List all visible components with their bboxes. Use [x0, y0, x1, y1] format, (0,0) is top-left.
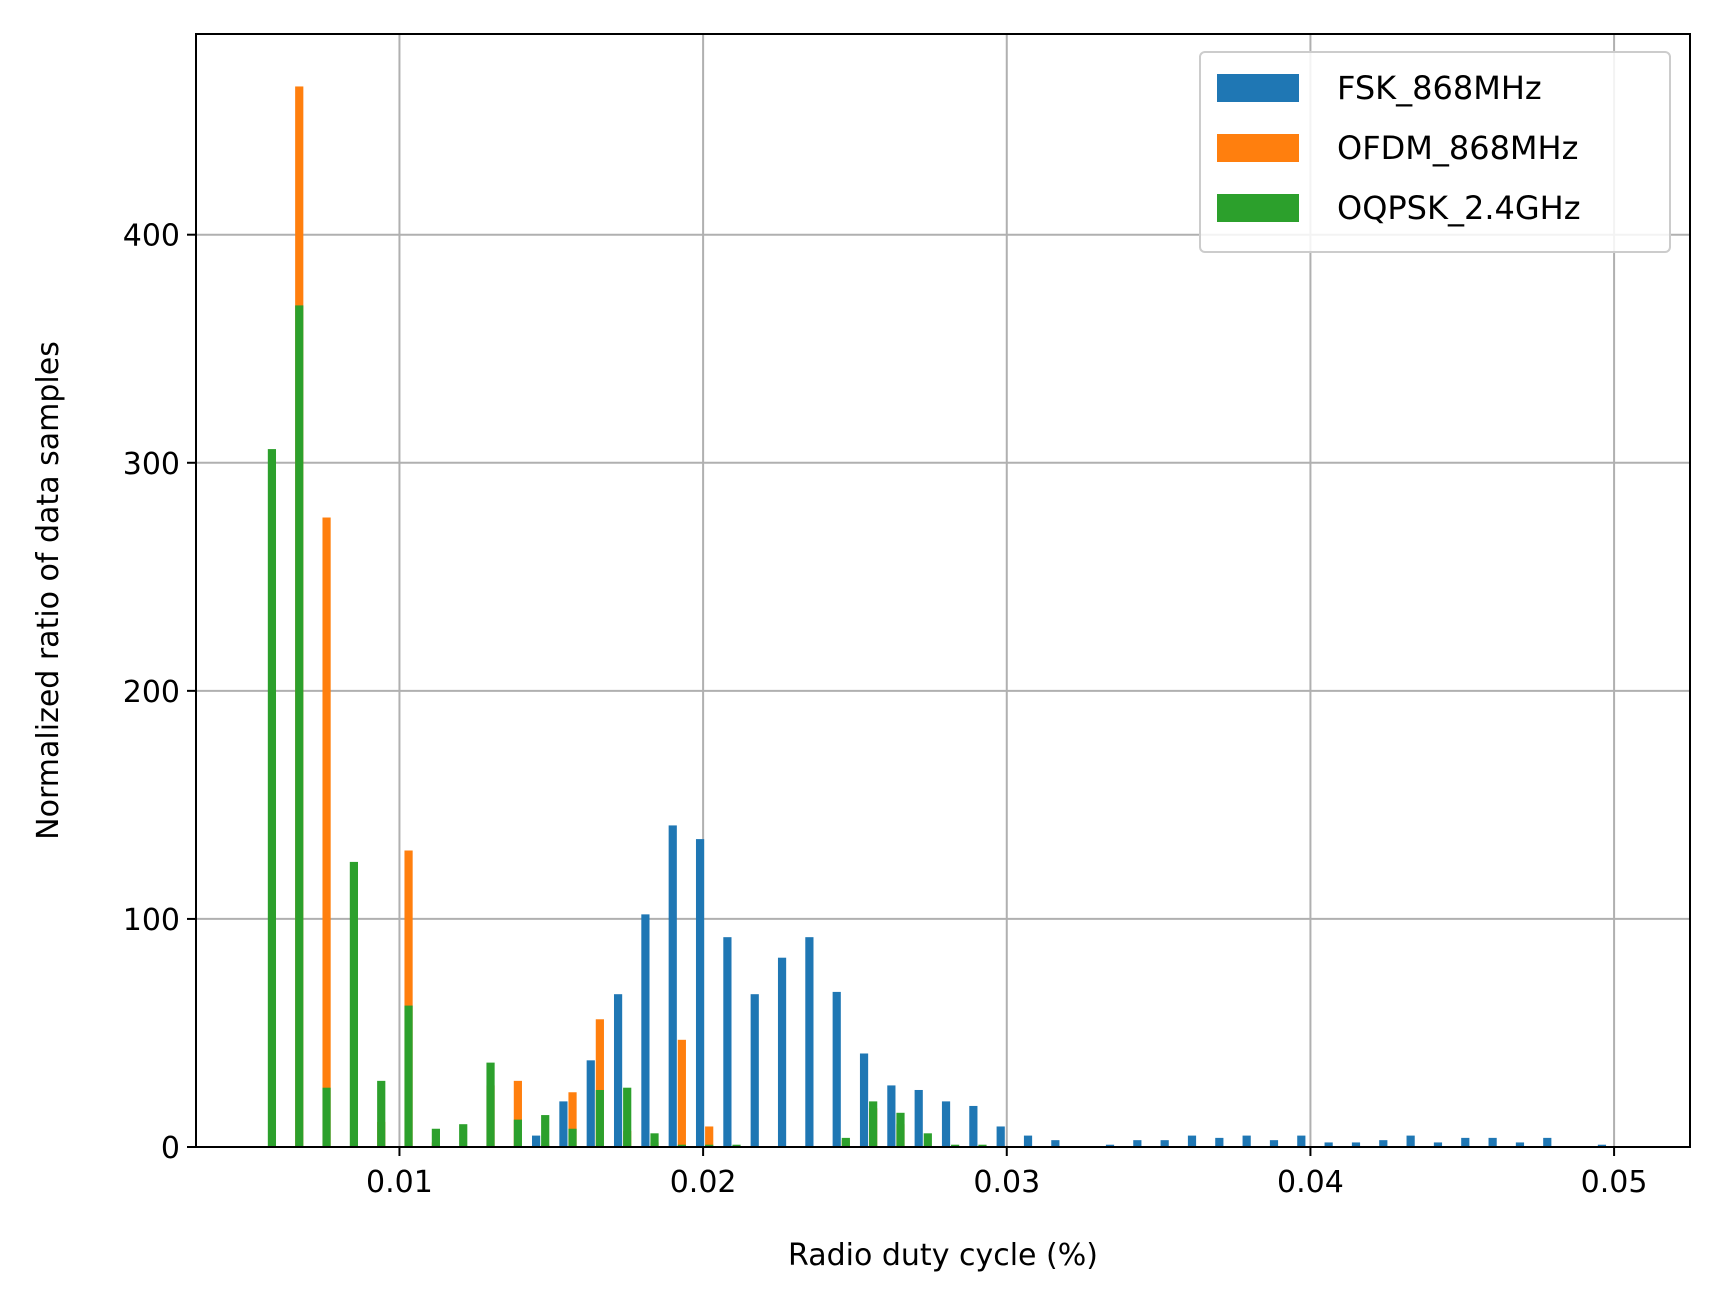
bar-FSK_868MHz [695, 839, 705, 1147]
bar-OQPSK_2.4GHz [568, 1128, 577, 1147]
bar-OQPSK_2.4GHz [869, 1101, 878, 1147]
bar-OQPSK_2.4GHz [322, 1087, 331, 1147]
legend-swatch [1217, 74, 1299, 102]
bar-OQPSK_2.4GHz [431, 1128, 440, 1147]
x-tick-label: 0.01 [366, 1165, 433, 1200]
y-tick-label: 0 [161, 1131, 180, 1166]
bar-FSK_868MHz [1379, 1140, 1388, 1147]
bar-OQPSK_2.4GHz [349, 861, 359, 1147]
bar-OQPSK_2.4GHz [267, 449, 277, 1148]
bar-OQPSK_2.4GHz [404, 1005, 413, 1147]
bar-FSK_868MHz [1461, 1137, 1470, 1147]
bar-FSK_868MHz [531, 1135, 541, 1147]
bar-OQPSK_2.4GHz [295, 305, 304, 1147]
bar-OQPSK_2.4GHz [513, 1119, 522, 1147]
bar-FSK_868MHz [914, 1089, 923, 1147]
bar-FSK_868MHz [1160, 1140, 1169, 1147]
bar-FSK_868MHz [996, 1126, 1005, 1147]
bar-OQPSK_2.4GHz [732, 1144, 741, 1147]
bar-FSK_868MHz [1433, 1142, 1443, 1147]
bar-FSK_868MHz [641, 914, 650, 1147]
bar-OFDM_868MHz [595, 1019, 604, 1147]
bar-FSK_868MHz [941, 1101, 951, 1147]
bar-FSK_868MHz [1242, 1135, 1251, 1147]
bar-FSK_868MHz [1133, 1140, 1142, 1147]
bar-FSK_868MHz [1269, 1140, 1279, 1147]
bar-FSK_868MHz [832, 991, 841, 1147]
bar-OQPSK_2.4GHz [978, 1144, 987, 1147]
plot-frame [195, 33, 1691, 1148]
bar-FSK_868MHz [1515, 1142, 1525, 1147]
y-tick-label: 100 [123, 903, 180, 938]
bar-OFDM_868MHz [513, 1080, 522, 1147]
bar-FSK_868MHz [887, 1085, 896, 1147]
bar-FSK_868MHz [1215, 1137, 1224, 1147]
bar-OQPSK_2.4GHz [951, 1144, 960, 1147]
bar-OFDM_868MHz [705, 1126, 714, 1147]
bar-FSK_868MHz [723, 937, 732, 1147]
x-tick-label: 0.03 [973, 1165, 1040, 1200]
bar-FSK_868MHz [750, 994, 759, 1147]
bar-FSK_868MHz [859, 1053, 869, 1147]
bar-FSK_868MHz [1406, 1135, 1415, 1147]
bar-FSK_868MHz [668, 825, 677, 1147]
bar-OFDM_868MHz [677, 1039, 686, 1147]
axis-ticks: 0.01 0.02 0.03 0.04 0.05 0 100 200 300 400 [123, 219, 1648, 1200]
bar-OQPSK_2.4GHz [841, 1137, 850, 1147]
bar-FSK_868MHz [1187, 1135, 1197, 1147]
legend-box [1199, 51, 1671, 253]
legend-swatch [1217, 194, 1299, 222]
bar-FSK_868MHz [1105, 1144, 1115, 1147]
bar-FSK_868MHz [969, 1105, 978, 1147]
bar-OQPSK_2.4GHz [459, 1124, 468, 1147]
legend-label: OFDM_868MHz [1337, 129, 1578, 167]
y-axis-label: Normalized ratio of data samples [31, 341, 66, 840]
bar-OQPSK_2.4GHz [486, 1062, 495, 1147]
bar-FSK_868MHz [613, 994, 623, 1147]
bar-FSK_868MHz [1488, 1137, 1497, 1147]
bar-OQPSK_2.4GHz [595, 1089, 604, 1147]
legend-swatch [1217, 134, 1299, 162]
bar-OQPSK_2.4GHz [377, 1080, 386, 1147]
bar-OQPSK_2.4GHz [677, 1144, 686, 1147]
bar-FSK_868MHz [586, 1060, 595, 1147]
bar-FSK_868MHz [1051, 1140, 1060, 1147]
x-tick-label: 0.02 [670, 1165, 737, 1200]
bar-FSK_868MHz [777, 957, 787, 1147]
bar-FSK_868MHz [1597, 1144, 1607, 1147]
bar-FSK_868MHz [1324, 1142, 1333, 1147]
legend-label: OQPSK_2.4GHz [1337, 189, 1581, 227]
x-tick-label: 0.05 [1581, 1165, 1648, 1200]
bar-OQPSK_2.4GHz [541, 1115, 550, 1147]
bar-FSK_868MHz [559, 1101, 568, 1147]
bar-OFDM_868MHz [568, 1092, 577, 1147]
x-tick-label: 0.04 [1277, 1165, 1344, 1200]
bar-OQPSK_2.4GHz [650, 1133, 659, 1147]
x-axis-label: Radio duty cycle (%) [788, 1238, 1098, 1273]
bar-OFDM_868MHz [404, 850, 413, 1147]
legend: FSK_868MHz OFDM_868MHz OQPSK_2.4GHz [1199, 51, 1671, 253]
y-tick-label: 400 [123, 219, 180, 254]
bar-OFDM_868MHz [322, 517, 331, 1147]
bar-FSK_868MHz [1023, 1135, 1033, 1147]
bar-OQPSK_2.4GHz [623, 1087, 632, 1147]
bar-FSK_868MHz [1543, 1137, 1552, 1147]
bar-OQPSK_2.4GHz [896, 1112, 905, 1147]
bar-OQPSK_2.4GHz [705, 1144, 714, 1147]
bar-FSK_868MHz [1351, 1142, 1361, 1147]
legend-label: FSK_868MHz [1337, 69, 1542, 107]
bar-FSK_868MHz [805, 937, 814, 1147]
y-tick-label: 200 [123, 675, 180, 710]
bars [267, 86, 1607, 1148]
y-tick-label: 300 [123, 447, 180, 482]
bar-FSK_868MHz [1297, 1135, 1306, 1147]
bar-OQPSK_2.4GHz [923, 1133, 932, 1147]
